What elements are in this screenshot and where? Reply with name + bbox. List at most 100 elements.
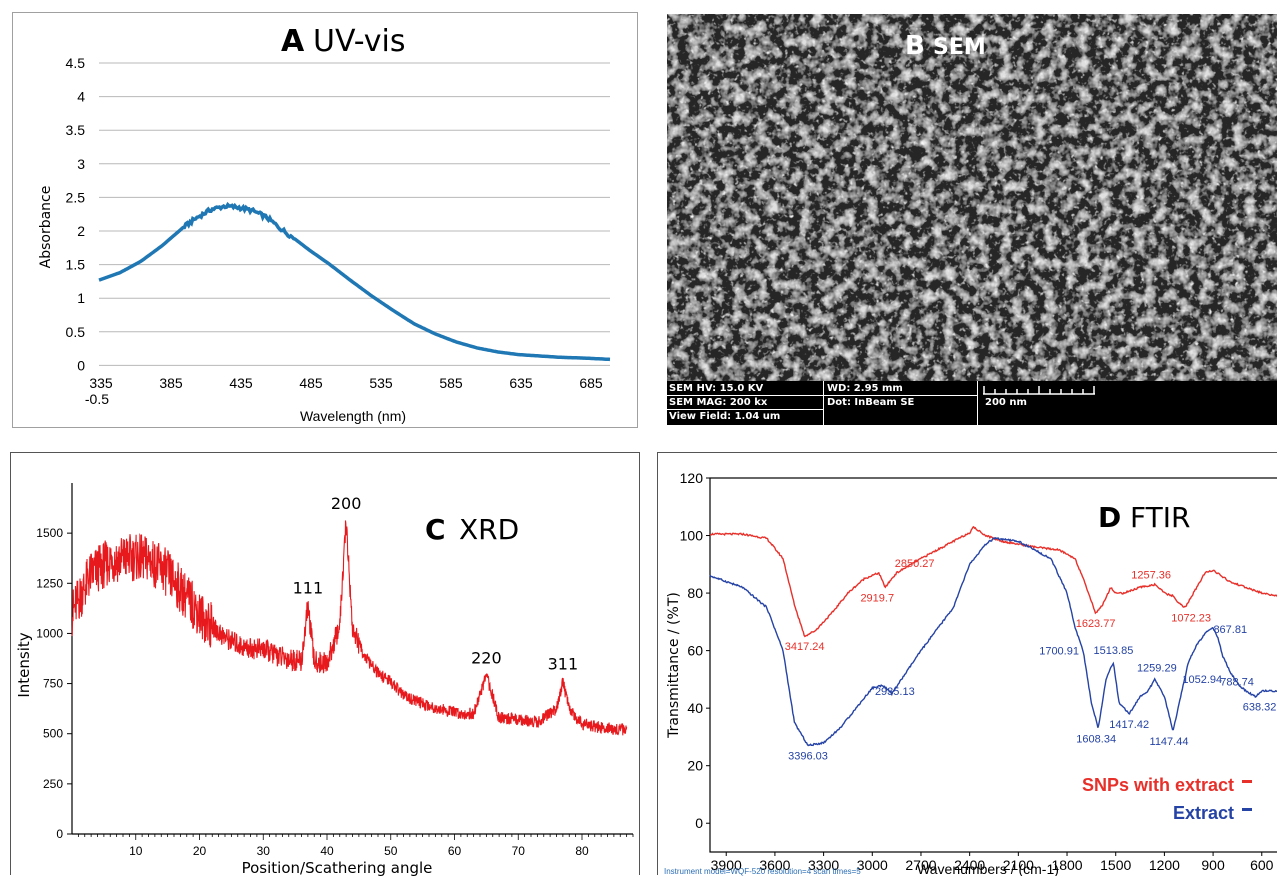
uvvis-gridlines (99, 62, 610, 366)
xrd-peak-labels: 111 200 220 311 (293, 494, 579, 673)
sem-info-hrule (667, 395, 977, 396)
ftir-snps-line (709, 525, 1277, 638)
ftir-y-tick-label: 0 (695, 815, 703, 831)
uvvis-y-tick-label: 0 (77, 357, 85, 373)
ftir-peak-label-snps: 1623.77 (1076, 618, 1116, 630)
uvvis-y-tick-label: 2 (77, 223, 85, 239)
sem-info-divider-2 (977, 381, 978, 425)
xrd-y-tick-label: 1000 (36, 626, 63, 640)
panel-b-sem: B SEM (667, 14, 1277, 425)
ftir-peak-label-extract: 1700.91 (1039, 646, 1079, 658)
ftir-x-tick-label: 3900 (711, 857, 742, 873)
sem-scale-bar (983, 386, 1095, 395)
xrd-y-tick-label: 1500 (36, 526, 63, 540)
ftir-x-tick-label: 2100 (1003, 857, 1034, 873)
panel-c-xrd: 0 250 500 750 1000 1250 1500 10 20 30 40 50 60 70 80 … (10, 452, 640, 876)
ftir-peak-labels: 3417.24 2919.7 2850.27 1623.77 1257.36 1072.2… (785, 558, 1277, 763)
uvvis-x-tick-label: 635 (509, 375, 533, 391)
ftir-legend-snps: SNPs with extract (1082, 775, 1234, 795)
panel-d-ftir: 0 20 40 60 80 100 120 3900 3600 3300 3000 2700 2400… (657, 452, 1277, 876)
xrd-x-tick-label: 80 (575, 844, 589, 858)
xrd-title-letter: C (425, 513, 446, 546)
ftir-peak-label-extract: 638.32 (1243, 702, 1277, 714)
uvvis-absorbance-line (98, 201, 611, 362)
xrd-y-ticks: 0 250 500 750 1000 1250 1500 (36, 526, 72, 841)
xrd-y-tick-label: 500 (43, 727, 63, 741)
uvvis-x-tick-label: 385 (159, 375, 183, 391)
uvvis-chart: -0.5 0 0.5 1 1.5 2 2.5 3 3.5 4 4.5 335 385 435 485 535… (38, 24, 611, 424)
ftir-footnote: Instrument model=WQF-520 resolution=4 sc… (664, 867, 861, 876)
sem-title-letter: B (905, 31, 925, 61)
sem-scale-label: 200 nm (985, 397, 1027, 408)
sem-info-bar: SEM HV: 15.0 KV SEM MAG: 200 kx View Fie… (667, 381, 1277, 425)
ftir-x-tick-label: 1800 (1051, 857, 1082, 873)
ftir-legend-snps-swatch (1242, 780, 1252, 783)
uvvis-title: UV-vis (313, 24, 405, 59)
xrd-x-ticks: 10 20 30 40 50 60 70 80 (77, 834, 634, 858)
ftir-x-tick-label: 3600 (759, 857, 790, 873)
uvvis-y-tick-label: 3 (77, 156, 85, 172)
panel-a-uvvis: -0.5 0 0.5 1 1.5 2 2.5 3 3.5 4 4.5 335 385 435 485 535… (12, 12, 638, 428)
xrd-x-tick-label: 50 (384, 844, 398, 858)
ftir-peak-label-snps: 2919.7 (860, 592, 894, 604)
uvvis-y-tick-label: 4.5 (66, 55, 86, 71)
uvvis-x-tick-label: 335 (89, 375, 113, 391)
uvvis-y-tick-label: -0.5 (85, 391, 109, 407)
xrd-y-tick-label: 250 (43, 777, 63, 791)
ftir-peak-label-extract: 3396.03 (788, 751, 828, 763)
uvvis-x-tick-label: 435 (229, 375, 253, 391)
uvvis-y-tick-label: 1 (77, 290, 85, 306)
ftir-y-label: Transmittance / (%T) (666, 592, 682, 739)
ftir-peak-label-extract: 1259.29 (1137, 662, 1177, 674)
ftir-peak-label-extract: 1417.42 (1109, 719, 1149, 731)
uvvis-x-label: Wavelength (nm) (300, 408, 406, 424)
xrd-x-tick-label: 30 (257, 844, 271, 858)
ftir-chart: 0 20 40 60 80 100 120 3900 3600 3300 3000 2700 2400… (664, 470, 1277, 876)
ftir-legend-extract: Extract (1173, 803, 1234, 823)
xrd-y-tick-label: 750 (43, 677, 63, 691)
xrd-title: XRD (459, 513, 519, 546)
ftir-title-letter: D (1098, 501, 1121, 534)
ftir-y-tick-label: 60 (687, 643, 703, 659)
ftir-x-tick-label: 3000 (857, 857, 888, 873)
ftir-peak-label-snps: 1257.36 (1131, 569, 1171, 581)
sem-title: SEM (933, 35, 986, 60)
uvvis-x-tick-label: 485 (299, 375, 323, 391)
ftir-x-tick-label: 2400 (954, 857, 985, 873)
ftir-x-ticks: 3900 3600 3300 3000 2700 2400 2100 1800 1500 1200… (711, 852, 1274, 873)
ftir-y-ticks: 0 20 40 60 80 100 120 (680, 470, 710, 831)
sem-view-field: View Field: 1.04 um (669, 411, 781, 422)
xrd-y-tick-label: 1250 (36, 576, 63, 590)
ftir-x-tick-label: 3300 (808, 857, 839, 873)
sem-mag: SEM MAG: 200 kx (669, 397, 768, 408)
ftir-y-tick-label: 20 (687, 758, 703, 774)
uvvis-y-tick-label: 4 (77, 89, 85, 105)
xrd-x-tick-label: 60 (448, 844, 462, 858)
xrd-peak-label: 200 (331, 494, 362, 513)
uvvis-x-ticks: 335 385 435 485 535 585 635 685 (89, 375, 603, 391)
xrd-x-tick-label: 10 (129, 844, 143, 858)
ftir-x-tick-label: 1500 (1100, 857, 1131, 873)
ftir-y-tick-label: 120 (680, 470, 704, 486)
uvvis-title-letter: A (281, 24, 305, 59)
ftir-peak-label-extract: 1147.44 (1150, 736, 1189, 748)
ftir-extract-line (709, 537, 1277, 747)
ftir-y-tick-label: 40 (687, 700, 703, 716)
uvvis-x-tick-label: 585 (439, 375, 463, 391)
xrd-y-label: Intensity (15, 632, 33, 697)
ftir-x-tick-label: 1200 (1149, 857, 1180, 873)
uvvis-y-tick-label: 1.5 (66, 257, 86, 273)
ftir-peak-label-extract: 2935.13 (875, 686, 915, 698)
xrd-x-tick-label: 40 (320, 844, 334, 858)
sem-hv: SEM HV: 15.0 KV (669, 383, 764, 394)
sem-micrograph-image: B SEM (667, 14, 1277, 381)
ftir-title: FTIR (1130, 501, 1190, 534)
uvvis-y-tick-label: 0.5 (66, 324, 86, 340)
xrd-peak-label: 311 (548, 655, 579, 674)
xrd-x-tick-label: 70 (512, 844, 526, 858)
ftir-x-tick-label: 600 (1250, 857, 1274, 873)
ftir-peak-label-extract: 1608.34 (1076, 733, 1116, 745)
sem-wd: WD: 2.95 mm (827, 383, 903, 394)
ftir-x-tick-label: 2700 (905, 857, 936, 873)
